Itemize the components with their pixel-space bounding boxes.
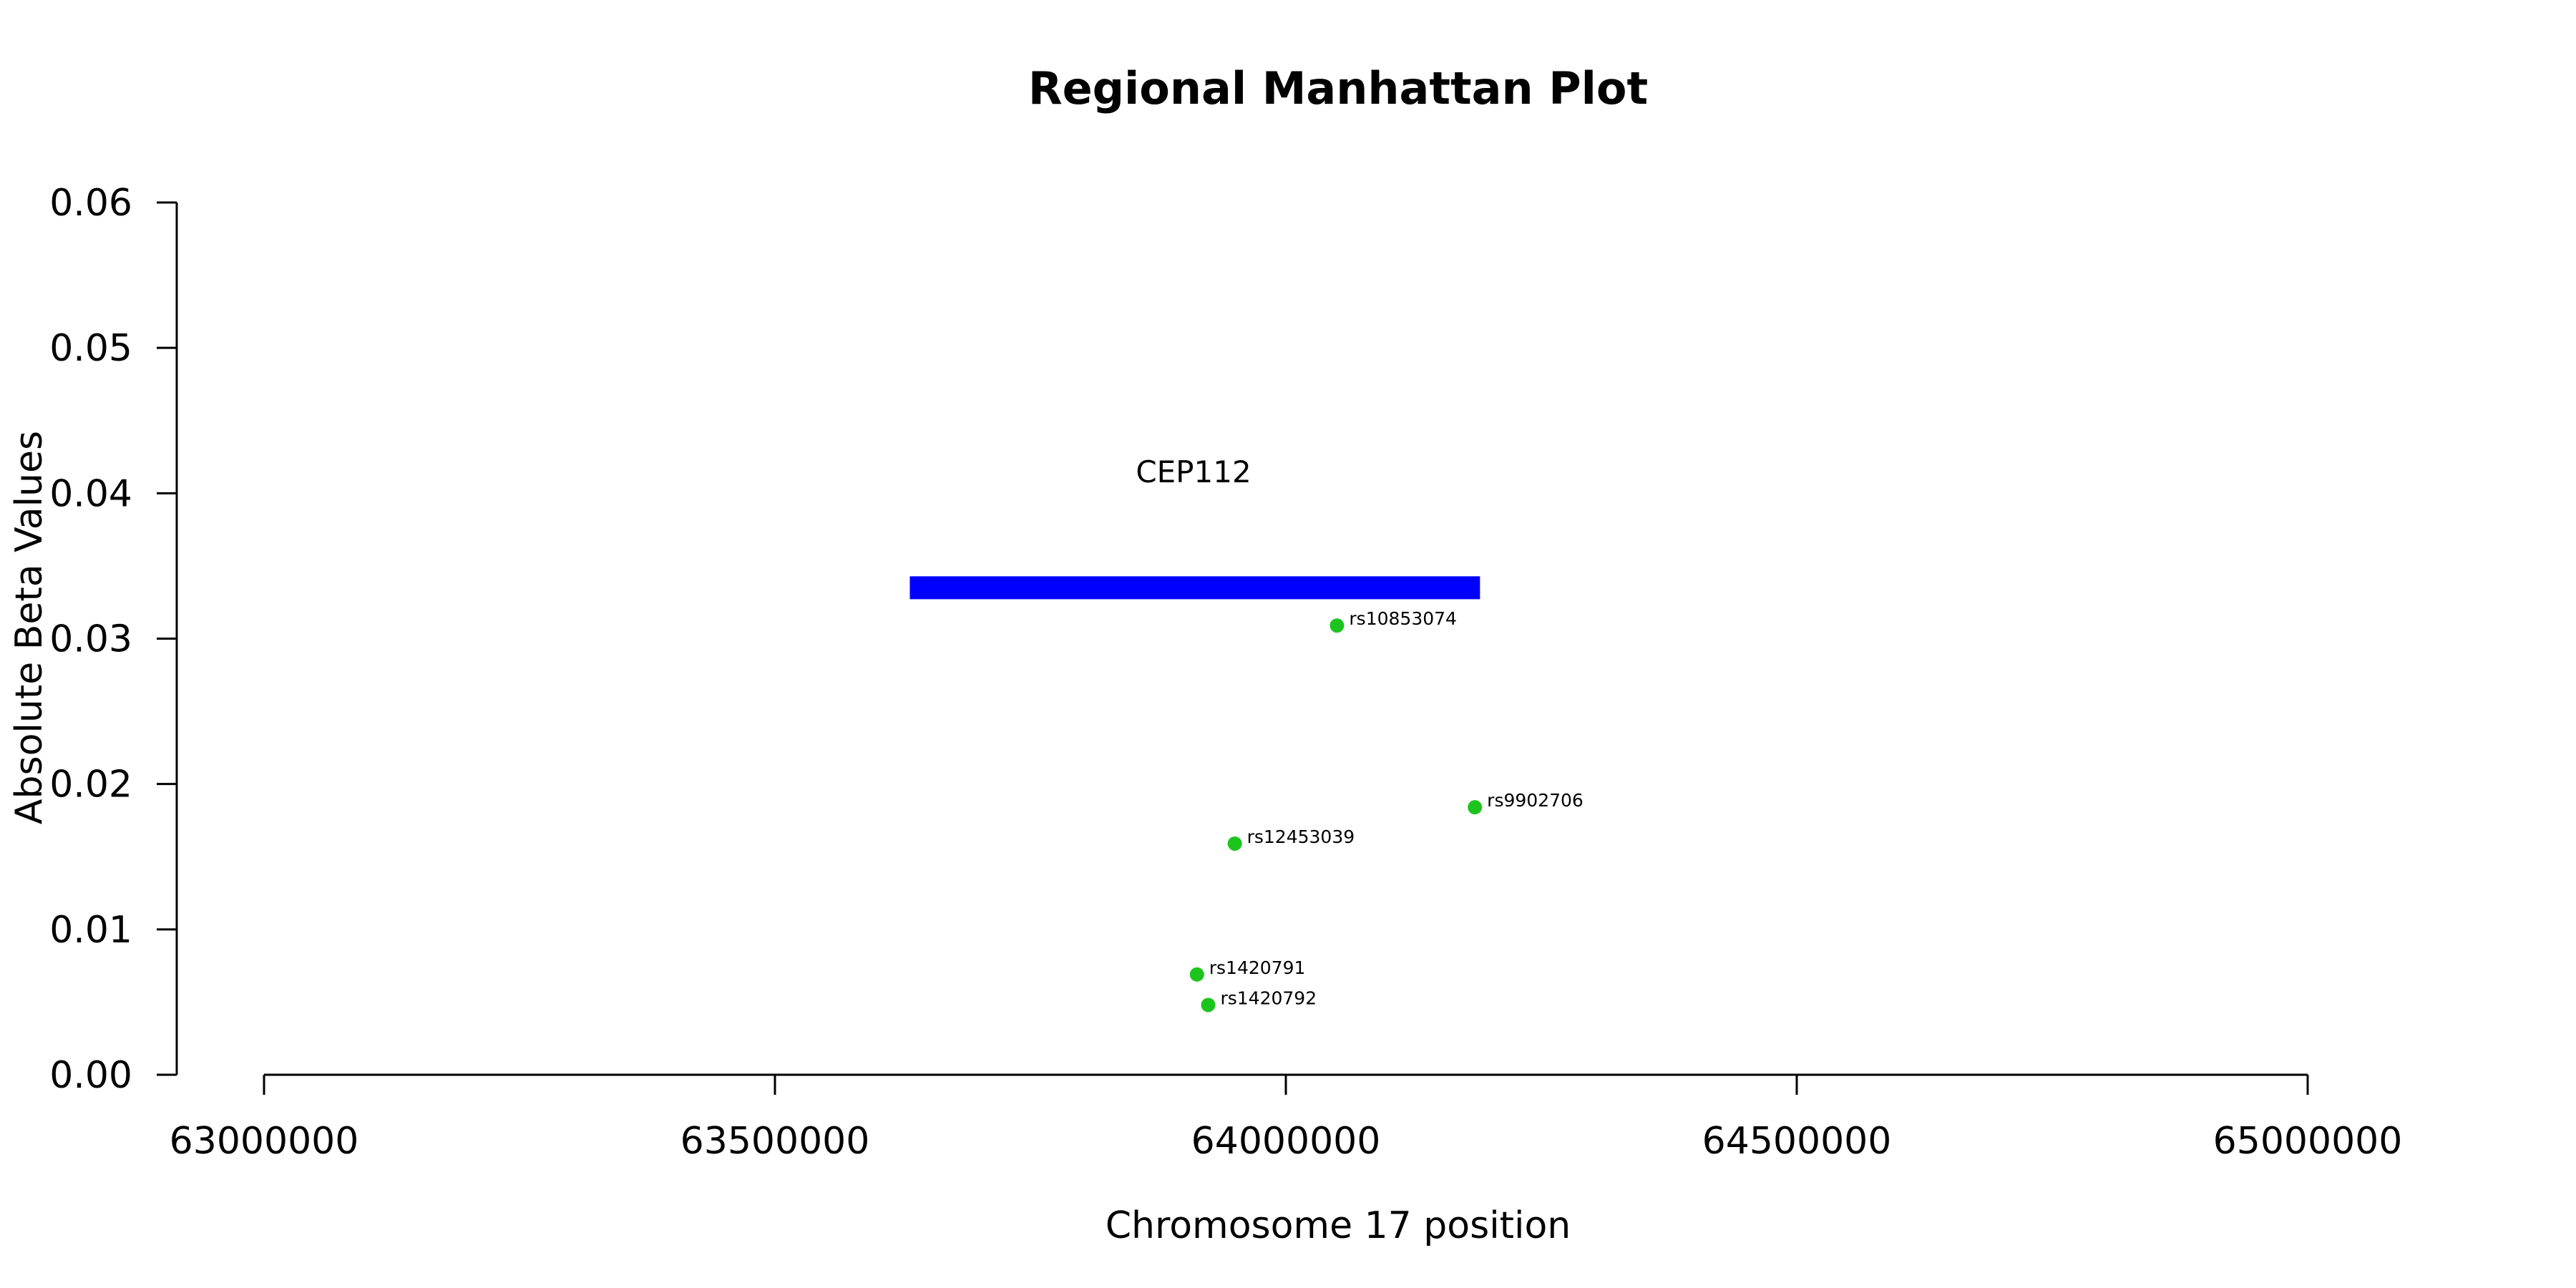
- y-tick-label: 0.06: [49, 182, 132, 225]
- snp-label: rs10853074: [1349, 608, 1457, 629]
- gene-bar: [909, 576, 1480, 600]
- x-tick-label: 64500000: [1702, 1120, 1892, 1163]
- x-axis-ticks: 63000000 63500000 64000000 64500000 65000000: [170, 1075, 2403, 1163]
- y-tick-label: 0.05: [49, 327, 132, 370]
- y-tick-label: 0.02: [49, 763, 132, 806]
- x-tick-label: 63000000: [170, 1120, 359, 1163]
- snp-point: [1227, 836, 1242, 851]
- gene-track: CEP112: [909, 454, 1480, 600]
- snp-point: [1201, 997, 1216, 1013]
- x-tick-label: 63500000: [680, 1120, 870, 1163]
- snp-point: [1468, 800, 1483, 815]
- y-tick-label: 0.01: [49, 909, 132, 952]
- snp-label: rs12453039: [1247, 826, 1355, 847]
- y-axis-label: Absolute Beta Values: [8, 431, 51, 824]
- x-tick-label: 64000000: [1191, 1120, 1381, 1163]
- snp-points: rs10853074 rs9902706 rs12453039 rs1420791 rs…: [1189, 608, 1584, 1013]
- x-tick-label: 65000000: [2213, 1120, 2403, 1163]
- y-axis-ticks: 0.00 0.01 0.02 0.03 0.04 0.05 0.06: [49, 182, 177, 1097]
- snp-point: [1189, 967, 1204, 982]
- gene-label: CEP112: [1136, 454, 1251, 489]
- y-tick-label: 0.04: [49, 472, 132, 515]
- chart-title: Regional Manhattan Plot: [1028, 62, 1648, 114]
- snp-label: rs1420792: [1220, 987, 1317, 1008]
- snp-point: [1330, 618, 1345, 633]
- y-tick-label: 0.00: [49, 1054, 132, 1097]
- snp-label: rs1420791: [1209, 957, 1306, 978]
- x-axis-label: Chromosome 17 position: [1106, 1204, 1571, 1247]
- y-tick-label: 0.03: [49, 618, 132, 661]
- snp-label: rs9902706: [1487, 790, 1584, 811]
